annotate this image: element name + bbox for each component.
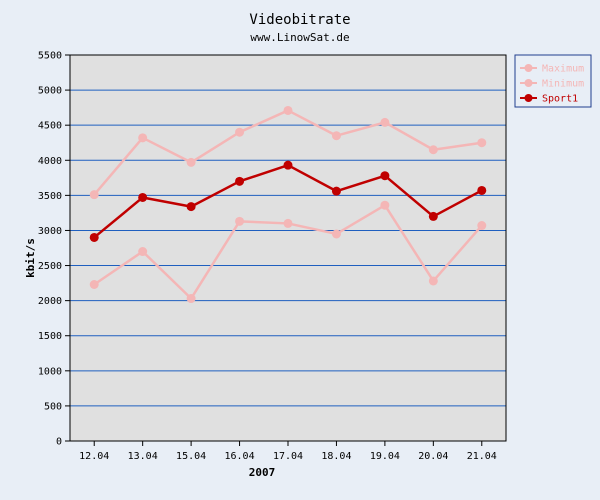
x-tick-label: 16.04 (225, 451, 255, 462)
data-point-sport1 (89, 232, 99, 242)
y-tick-label: 5500 (38, 51, 62, 62)
y-tick-label: 3500 (38, 191, 62, 202)
data-point-minimum (186, 294, 196, 304)
data-point-sport1 (331, 186, 341, 196)
legend-label-minimum: Minimum (542, 79, 584, 90)
legend-label-sport1: Sport1 (542, 94, 578, 105)
y-axis-ticks: 0 500 1000 1500 2000 2500 3000 3500 4000 4500 5000… (38, 51, 70, 448)
gridlines (70, 89, 506, 407)
data-point-maximum (138, 133, 148, 143)
y-tick-label: 4500 (38, 121, 62, 132)
legend: Maximum Minimum Sport1 (514, 54, 592, 108)
x-tick-label: 13.04 (128, 451, 158, 462)
x-tick-label: 12.04 (79, 451, 109, 462)
x-tick-label: 17.04 (273, 451, 303, 462)
legend-marker-maximum (524, 64, 533, 72)
data-point-sport1 (477, 185, 487, 195)
data-point-sport1 (138, 192, 148, 202)
data-point-maximum (331, 131, 341, 141)
series-layer (89, 105, 487, 304)
chart-subtitle: www.LinowSat.de (250, 31, 349, 44)
y-axis-label: kbit/s (24, 238, 37, 278)
data-point-minimum (235, 216, 245, 226)
x-axis-ticks: 12.04 13.04 15.04 16.04 17.04 18.04 19.04 20.04… (79, 441, 497, 462)
y-tick-label: 4000 (38, 156, 62, 167)
y-tick-label: 500 (44, 401, 62, 412)
x-tick-label: 21.04 (467, 451, 497, 462)
data-point-maximum (283, 105, 293, 115)
y-tick-label: 2500 (38, 261, 62, 272)
data-point-maximum (235, 127, 245, 137)
data-point-maximum (186, 157, 196, 167)
y-tick-label: 1000 (38, 366, 62, 377)
data-point-sport1 (428, 211, 438, 221)
data-point-sport1 (380, 171, 390, 181)
x-axis-label: 2007 (249, 466, 276, 479)
data-point-minimum (428, 276, 438, 286)
legend-marker-minimum (524, 79, 533, 87)
x-tick-label: 19.04 (370, 451, 400, 462)
data-point-sport1 (283, 160, 293, 170)
x-tick-label: 20.04 (418, 451, 448, 462)
data-point-maximum (428, 145, 438, 155)
data-point-maximum (477, 138, 487, 148)
x-tick-label: 18.04 (321, 451, 351, 462)
data-point-minimum (331, 229, 341, 239)
x-tick-label: 15.04 (176, 451, 206, 462)
data-point-minimum (138, 247, 148, 257)
y-tick-label: 1500 (38, 331, 62, 342)
y-tick-label: 5000 (38, 86, 62, 97)
data-point-maximum (89, 190, 99, 200)
y-tick-label: 2000 (38, 296, 62, 307)
data-point-minimum (380, 200, 390, 210)
data-point-minimum (283, 218, 293, 228)
data-point-maximum (380, 117, 390, 127)
data-point-minimum (89, 279, 99, 289)
chart-title: Videobitrate (249, 12, 350, 28)
data-point-sport1 (186, 202, 196, 212)
legend-label-maximum: Maximum (542, 64, 584, 75)
legend-marker-sport1 (524, 94, 533, 102)
data-point-minimum (477, 221, 487, 231)
data-point-sport1 (235, 176, 245, 186)
y-tick-label: 0 (56, 437, 62, 448)
y-tick-label: 3000 (38, 226, 62, 237)
